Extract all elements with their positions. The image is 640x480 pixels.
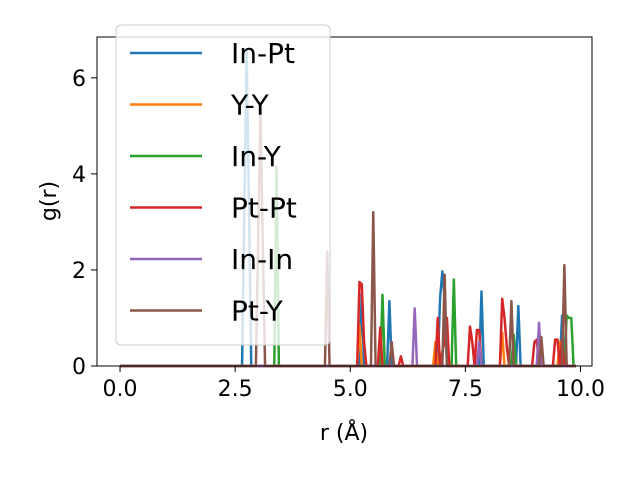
tick-layer: 0.0 2.5 5.0 7.5 10.0 0 2 4 6 <box>72 67 605 402</box>
y-tick-label: 0 <box>72 355 86 380</box>
legend: In-Pt Y-Y In-Y Pt-Pt In-In Pt-Y <box>115 24 331 346</box>
y-tick-label: 4 <box>72 163 86 188</box>
x-tick-label: 2.5 <box>218 377 253 402</box>
legend-label-5: Pt-Y <box>231 295 284 328</box>
legend-label-2: In-Y <box>231 140 282 173</box>
y-tick-label: 2 <box>72 259 86 284</box>
legend-items: In-Pt Y-Y In-Y Pt-Pt In-In Pt-Y <box>130 37 297 328</box>
legend-label-3: Pt-Pt <box>231 192 297 225</box>
legend-box <box>115 24 331 346</box>
x-tick-label: 7.5 <box>448 377 483 402</box>
x-tick-label: 0.0 <box>103 377 138 402</box>
legend-label-1: Y-Y <box>230 89 270 122</box>
x-tick-label: 5.0 <box>333 377 368 402</box>
legend-label-4: In-In <box>231 243 293 276</box>
y-axis-label: g(r) <box>37 181 62 221</box>
y-tick-label: 6 <box>72 67 86 92</box>
plot-frame <box>96 36 593 367</box>
x-axis-label: r (Å) <box>320 419 368 446</box>
legend-label-0: In-Pt <box>231 37 295 70</box>
x-tick-label: 10.0 <box>556 377 605 402</box>
